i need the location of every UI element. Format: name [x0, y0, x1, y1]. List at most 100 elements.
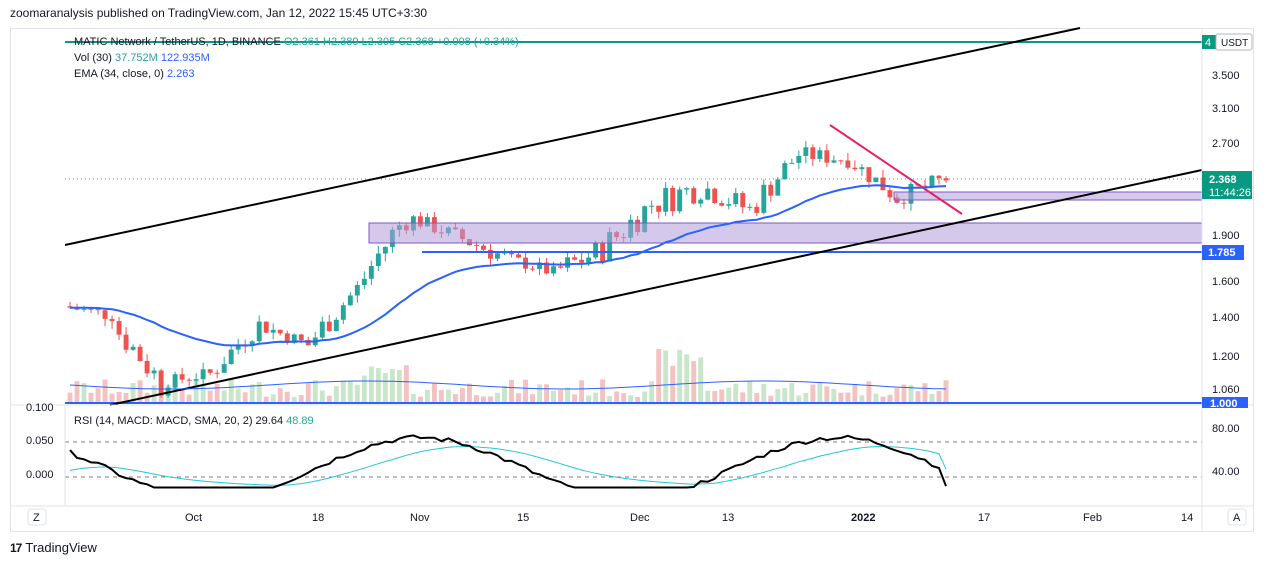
candle-body: [151, 370, 157, 374]
auto-button[interactable]: [1227, 508, 1247, 526]
zoom-button[interactable]: [27, 508, 47, 526]
candle-body: [368, 266, 374, 279]
candle-body: [88, 308, 94, 310]
candle-body: [340, 305, 346, 320]
candle-body: [572, 257, 578, 260]
rsi-tick: 40.00: [1212, 466, 1240, 478]
volume-bar: [389, 368, 395, 403]
volume-bar: [368, 366, 374, 403]
volume-bar: [747, 381, 753, 403]
candle-body: [754, 206, 760, 213]
channel-lower: [109, 169, 1203, 406]
candle-body: [249, 341, 255, 346]
footer-brand[interactable]: 17 TradingView: [10, 540, 97, 555]
candle-body: [417, 216, 423, 227]
candle-body: [256, 321, 262, 342]
volume-bar: [831, 388, 837, 403]
volume-bar: [109, 393, 115, 403]
volume-bar: [887, 394, 893, 403]
price-tick: 1.400: [1212, 312, 1240, 324]
volume-bar: [691, 361, 697, 403]
volume-bar: [929, 393, 935, 403]
auto-button-label[interactable]: A: [1233, 512, 1241, 524]
candle-body: [936, 175, 942, 179]
volume-bar: [796, 395, 802, 403]
candle-body: [551, 266, 557, 274]
volume-bar: [873, 393, 879, 403]
volume-bar: [635, 396, 641, 403]
time-tick: Dec: [630, 512, 650, 524]
chart-frame: [10, 28, 1254, 532]
volume-bar: [340, 380, 346, 403]
ema-line: [69, 184, 947, 347]
volume-bar: [312, 380, 318, 403]
left-tick: 0.100: [26, 402, 54, 414]
candle-body: [677, 189, 683, 212]
volume-bar: [908, 385, 914, 403]
volume-bar: [593, 392, 599, 403]
candle-body: [488, 249, 493, 259]
candle-body: [740, 193, 746, 208]
candle-body: [333, 319, 339, 332]
volume-bar: [838, 392, 844, 403]
volume-bar: [866, 381, 872, 403]
candle-body: [565, 257, 571, 268]
candle-body: [172, 374, 178, 388]
candle-body: [866, 167, 872, 183]
volume-bar: [502, 385, 507, 403]
volume-legend: Vol (30) 37.752M 122.935M: [74, 52, 210, 64]
volume-bar: [558, 389, 564, 403]
candle-body: [123, 334, 129, 350]
currency-label[interactable]: USDT: [1221, 38, 1248, 49]
candle-body: [284, 333, 290, 343]
volume-bar: [326, 395, 332, 403]
candle-body: [593, 243, 599, 258]
bottom-badge-label: 1.000: [1210, 398, 1238, 410]
volume-ma-value: 122.935M: [160, 52, 210, 64]
candle-body: [859, 167, 865, 170]
volume-bar: [137, 380, 143, 403]
volume-bar: [474, 395, 479, 403]
rsi-ma-value: 48.89: [286, 415, 314, 427]
candle-body: [375, 253, 381, 267]
candle-body: [824, 150, 830, 163]
price-tick: 1.600: [1212, 276, 1240, 288]
candle-body: [263, 321, 269, 333]
candle-body: [817, 150, 823, 159]
level-badge-label: 1.785: [1208, 247, 1236, 259]
volume-bar: [158, 395, 164, 403]
ema-value: 2.263: [166, 68, 195, 80]
candle-body: [789, 162, 795, 164]
volume-bar: [894, 388, 900, 403]
volume-bar: [200, 385, 206, 403]
candle-body: [712, 188, 718, 204]
volume-bar: [81, 382, 87, 403]
volume-bar: [740, 392, 746, 403]
volume-bar: [817, 382, 823, 403]
volume-bar: [677, 349, 683, 403]
volume-bar: [880, 396, 886, 403]
candle-body: [586, 257, 592, 263]
candle-body: [235, 345, 241, 350]
symbol-legend: MATIC Network / TetherUS, 1D, BINANCE O2…: [74, 36, 519, 48]
candle-body: [607, 232, 613, 262]
top-level-label: 4: [1205, 37, 1211, 49]
volume-bar: [782, 388, 788, 403]
volume-bar: [235, 388, 241, 403]
candle-body: [326, 321, 332, 332]
current-price-badge: [1202, 171, 1252, 199]
candle-body: [845, 160, 851, 168]
zoom-button-label[interactable]: Z: [33, 512, 40, 524]
volume-bar: [852, 383, 858, 403]
currency-button[interactable]: [1215, 33, 1253, 51]
bottom-badge: [1202, 397, 1248, 408]
level-badge: [1202, 245, 1244, 260]
candle-body: [670, 187, 676, 212]
volume-bar: [270, 394, 276, 403]
volume-bar: [628, 395, 634, 403]
rsi-tick: 80.00: [1212, 423, 1240, 435]
volume-bar: [396, 370, 402, 403]
candle-body: [228, 349, 234, 365]
volume-bar: [298, 395, 304, 403]
